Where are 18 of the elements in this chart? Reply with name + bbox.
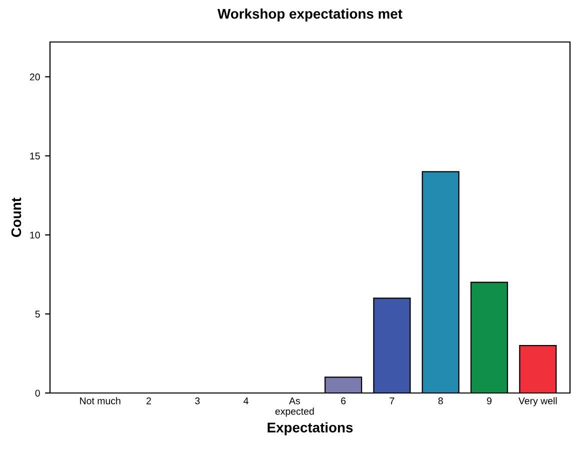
x-tick-label: 3 xyxy=(195,397,200,404)
x-tick-label: 7 xyxy=(390,398,394,404)
y-tick-label: 20 xyxy=(30,74,40,80)
x-tick-label: 2 xyxy=(146,397,151,404)
y-axis-title: Count xyxy=(11,198,22,237)
x-tick-label: As expected xyxy=(275,398,314,417)
x-tick-label: Very well xyxy=(518,397,557,406)
y-tick-label: 10 xyxy=(30,232,40,239)
y-tick-label: 5 xyxy=(35,310,40,318)
y-tick-label: 15 xyxy=(30,152,40,160)
x-axis-title: Expectations xyxy=(268,422,353,436)
x-tick-label: 9 xyxy=(487,397,492,404)
y-tick-label: 0 xyxy=(35,390,40,397)
chart-title: Workshop expectations met xyxy=(218,8,402,22)
x-tick-label: 6 xyxy=(341,397,346,404)
x-tick-label: 8 xyxy=(438,397,443,404)
x-tick-label: 4 xyxy=(244,398,248,404)
x-tick-label: Not much xyxy=(80,397,120,404)
